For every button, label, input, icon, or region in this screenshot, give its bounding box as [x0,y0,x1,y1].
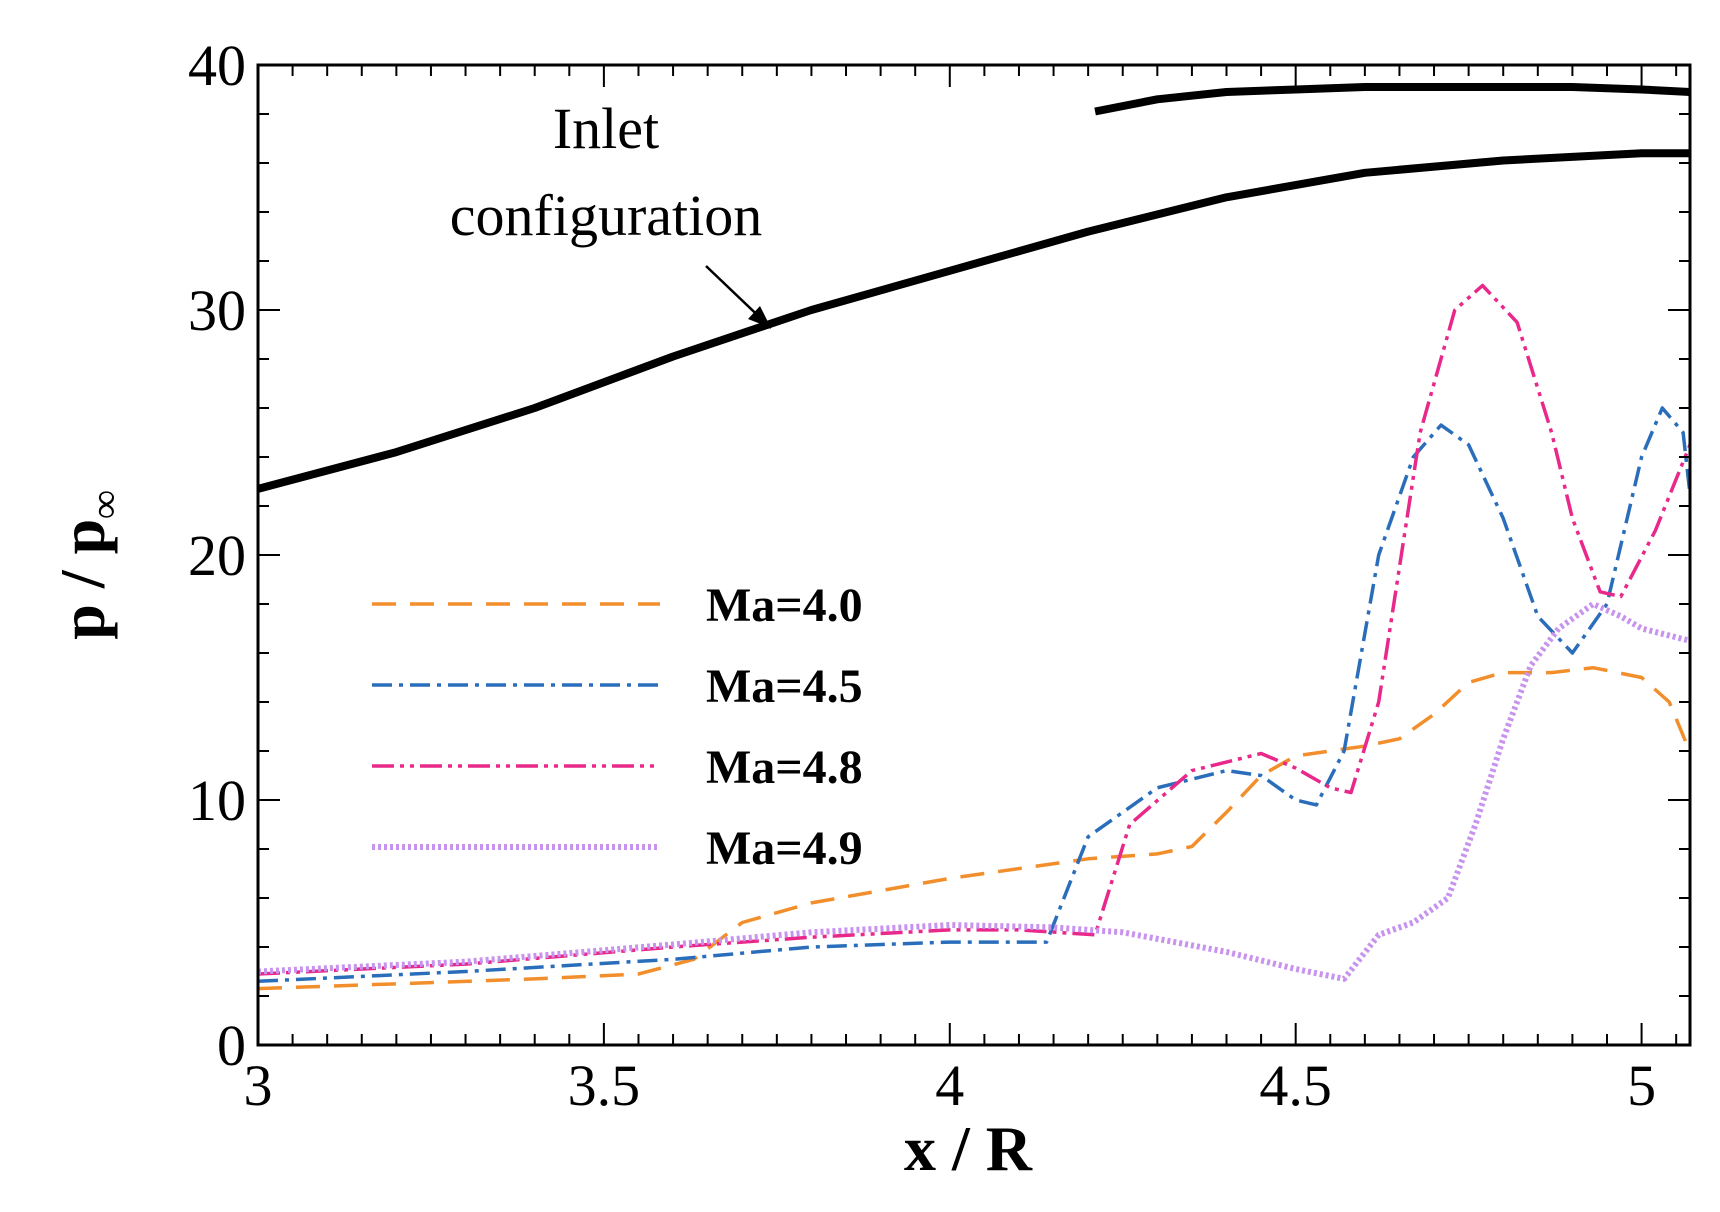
series-line-ma-4-5 [257,406,1692,984]
inlet-upper-wall [1094,83,1691,116]
series-line-ma-4-0 [257,665,1689,991]
x-tick-label: 4 [935,1053,964,1118]
y-axis-title-main: p / p [47,519,118,640]
x-tick-label: 5 [1627,1053,1656,1118]
x-tick-label: 3.5 [568,1053,641,1118]
curves-layer [256,83,1692,991]
y-tick-label: 30 [188,278,246,343]
tick-labels: 3 3.5 4 4.5 5 0 10 20 30 40 [188,33,1656,1118]
y-axis-title-sub: ∞ [82,490,127,519]
x-axis-title: x / R [904,1113,1033,1184]
y-tick-label: 20 [188,523,246,588]
x-tick-label: 4.5 [1259,1053,1332,1118]
y-tick-label: 40 [188,33,246,98]
x-tick-label: 3 [244,1053,273,1118]
svg-text:p / p∞: p / p∞ [47,490,127,639]
y-axis-title: p / p∞ [47,490,127,639]
y-tick-label: 10 [188,768,246,833]
annotation-line1: Inlet [553,96,659,161]
y-tick-label: 0 [217,1013,246,1078]
legend-label: Ma=4.5 [706,660,863,713]
annotation-line2: configuration [450,183,762,248]
annotation-arrow [705,265,772,329]
series-line-ma-4-9 [257,601,1691,982]
legend: Ma=4.0 Ma=4.5 Ma=4.8 Ma=4.9 [372,579,863,875]
legend-label: Ma=4.8 [706,741,863,794]
series-line-ma-4-8 [257,283,1692,976]
legend-label: Ma=4.0 [706,579,863,632]
inlet-lower-wall [256,149,1690,493]
axis-ticks [257,64,1690,1046]
legend-label: Ma=4.9 [706,822,863,875]
arrow-head [748,306,771,328]
